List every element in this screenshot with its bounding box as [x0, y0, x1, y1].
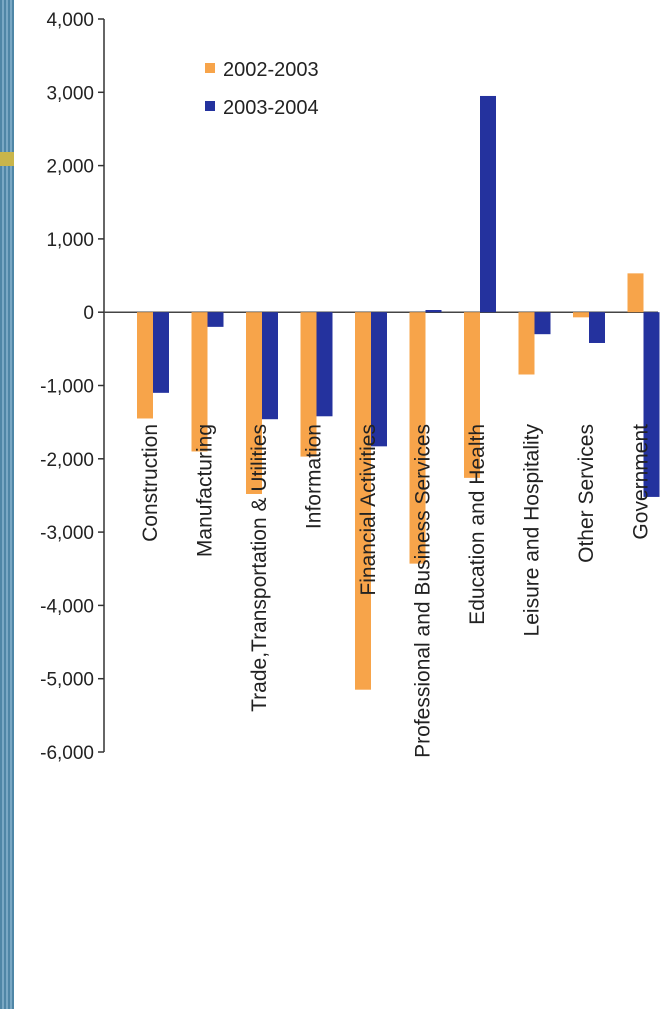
category-label-leisure-and-hospitality: Leisure and Hospitality: [521, 424, 544, 637]
bar-2002-2003-other-services: [573, 312, 589, 318]
bar-2002-2003-trade-transportation-utilities: [246, 312, 262, 494]
y-axis-ticks: 4,000 3,000 2,000 1,000 0 -1,000 -2,000 -3,000 -…: [40, 10, 104, 764]
bar-2003-2004-information: [316, 312, 333, 417]
bar-2002-2003-professional-and-business-services: [409, 312, 426, 564]
bar-2002-2003-financial-activities: [355, 312, 371, 690]
bar-2003-2004-professional-and-business-services: [425, 310, 442, 313]
category-label-trade-transportation-utilities: Trade,Transportation & Utilities: [248, 424, 271, 712]
bar-2003-2004-other-services: [589, 312, 605, 343]
category-label-construction: Construction: [139, 424, 162, 542]
y-tick-label: 2,000: [46, 157, 94, 178]
y-tick-label: 4,000: [46, 10, 94, 31]
category-labels: Construction Manufacturing Trade,Transport…: [139, 424, 653, 758]
y-tick-label: 0: [83, 303, 94, 324]
category-label-other-services: Other Services: [575, 424, 598, 563]
decorative-side-stripe: [0, 0, 14, 1009]
legend-swatch-2002-2003: [205, 63, 215, 73]
y-tick-label: 1,000: [46, 230, 94, 251]
bar-2002-2003-manufacturing: [191, 312, 208, 452]
y-tick-label: -6,000: [40, 743, 94, 764]
bar-2003-2004-construction: [153, 312, 169, 393]
y-tick-label: 3,000: [46, 83, 94, 104]
bar-2003-2004-education-and-health: [480, 95, 496, 313]
category-label-information: Information: [303, 424, 326, 529]
legend-swatch-2003-2004: [205, 101, 215, 111]
y-tick-label: -3,000: [40, 523, 94, 544]
category-label-professional-and-business-services: Professional and Business Services: [412, 424, 435, 758]
decorative-side-marker: [0, 152, 14, 166]
bar-2003-2004-manufacturing: [207, 312, 224, 327]
bar-2002-2003-construction: [137, 312, 153, 419]
category-label-education-and-health: Education and Health: [466, 424, 489, 625]
y-tick-label: -5,000: [40, 670, 94, 691]
bar-2003-2004-financial-activities: [371, 312, 387, 447]
bar-2003-2004-government: [643, 312, 660, 497]
legend-label-2002-2003: 2002-2003: [223, 59, 319, 81]
bar-2002-2003-leisure-and-hospitality: [518, 312, 535, 375]
legend-label-2003-2004: 2003-2004: [223, 97, 319, 119]
bars: [137, 95, 660, 690]
bar-2002-2003-information: [300, 312, 317, 457]
bar-2003-2004-trade-transportation-utilities: [262, 312, 278, 420]
y-tick-label: -4,000: [40, 596, 94, 617]
category-label-government: Government: [630, 424, 653, 540]
y-tick-label: -1,000: [40, 377, 94, 398]
category-label-financial-activities: Financial Activities: [357, 424, 380, 596]
y-tick-label: -2,000: [40, 450, 94, 471]
legend: 2002-2003 2003-2004: [205, 59, 319, 119]
bar-2003-2004-leisure-and-hospitality: [534, 312, 551, 335]
bar-2002-2003-government: [627, 273, 644, 313]
bar-2002-2003-education-and-health: [464, 312, 480, 478]
category-label-manufacturing: Manufacturing: [194, 424, 217, 557]
